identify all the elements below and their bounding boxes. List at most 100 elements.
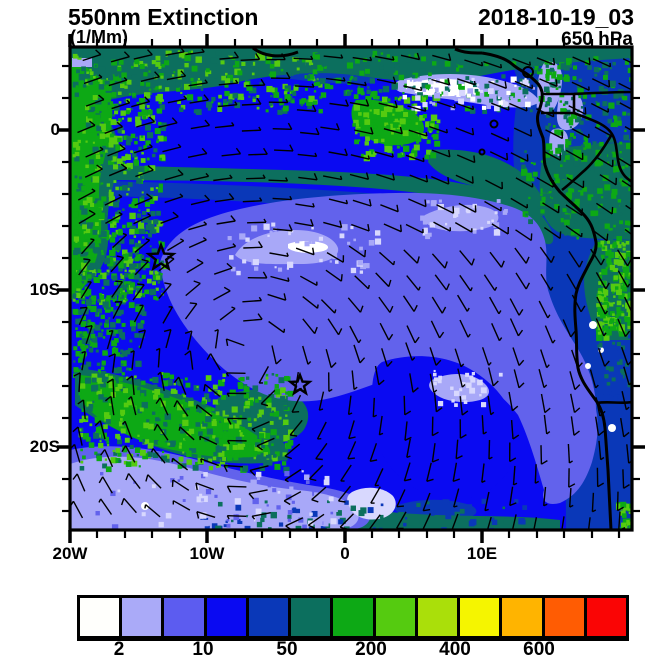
contour-speckle (216, 463, 221, 468)
contour-speckle (280, 396, 286, 402)
contour-speckle (149, 288, 157, 296)
contour-speckle (458, 98, 465, 105)
contour-speckle (106, 142, 111, 148)
contour-speckle (357, 85, 361, 89)
contour-speckle (81, 66, 86, 72)
contour-speckle (346, 62, 354, 69)
contour-speckle (519, 78, 524, 83)
contour-speckle (79, 419, 83, 423)
contour-speckle (133, 62, 139, 67)
contour-speckle (615, 251, 622, 258)
contour-speckle (459, 388, 463, 392)
contour-speckle (266, 53, 273, 60)
contour-speckle (284, 471, 290, 477)
contour-speckle (100, 366, 105, 370)
contour-speckle (107, 103, 113, 110)
contour-speckle (217, 390, 223, 396)
contour-speckle (134, 251, 139, 256)
contour-speckle (126, 367, 130, 371)
contour-speckle (158, 73, 164, 78)
contour-speckle (212, 384, 218, 390)
contour-speckle (108, 317, 111, 320)
contour-speckle (319, 95, 323, 99)
contour-speckle (627, 221, 632, 226)
contour-speckle (144, 263, 150, 269)
contour-speckle (202, 397, 206, 401)
contour-speckle (139, 449, 146, 456)
contour-speckle (138, 308, 145, 315)
contour-speckle (111, 347, 119, 355)
contour-speckle (532, 171, 538, 177)
contour-speckle (78, 257, 83, 262)
contour-speckle (156, 210, 161, 216)
contour-speckle (126, 162, 133, 170)
contour-speckle (344, 500, 349, 505)
contour-speckle (572, 213, 576, 217)
contour-speckle (273, 92, 280, 98)
contour-speckle (149, 245, 152, 248)
colorbar-cell (206, 598, 249, 636)
contour-speckle (402, 145, 410, 152)
contour-speckle (461, 382, 466, 386)
contour-speckle (418, 128, 422, 131)
contour-speckle (117, 66, 122, 72)
contour-speckle (200, 88, 204, 91)
contour-speckle (101, 286, 105, 290)
contour-speckle (528, 196, 531, 200)
contour-speckle (139, 135, 146, 141)
contour-speckle (100, 472, 104, 476)
contour-speckle (523, 95, 526, 98)
contour-speckle (526, 172, 532, 178)
contour-speckle (304, 241, 310, 247)
contour-speckle (140, 135, 144, 138)
contour-speckle (160, 260, 164, 265)
contour-speckle (88, 126, 95, 133)
periwinkle-patches (72, 58, 92, 67)
contour-speckle (233, 415, 238, 420)
contour-speckle (126, 79, 132, 85)
contour-speckle (456, 59, 463, 65)
contour-speckle (153, 439, 159, 445)
contour-speckle (254, 66, 259, 71)
contour-speckle (624, 129, 627, 133)
contour-speckle (81, 271, 86, 276)
contour-speckle (107, 147, 113, 153)
contour-speckle (159, 157, 162, 161)
contour-speckle (135, 379, 141, 385)
contour-speckle (613, 275, 618, 280)
contour-speckle (493, 222, 500, 228)
contour-speckle (265, 376, 269, 380)
contour-speckle (619, 150, 622, 154)
contour-speckle (476, 83, 480, 87)
contour-speckle (628, 525, 632, 530)
contour-speckle (422, 220, 428, 225)
contour-speckle (153, 196, 158, 201)
contour-speckle (480, 89, 484, 93)
contour-speckle (80, 321, 87, 327)
contour-speckle (613, 224, 616, 228)
contour-speckle (620, 369, 627, 375)
contour-speckle (266, 85, 273, 93)
contour-speckle (139, 97, 146, 105)
contour-speckle (122, 447, 128, 453)
contour-speckle (212, 456, 217, 461)
contour-speckle (433, 381, 437, 386)
contour-speckle (156, 140, 159, 144)
contour-speckle (459, 89, 466, 96)
contour-speckle (79, 205, 85, 210)
contour-speckle (484, 61, 489, 67)
contour-speckle (620, 332, 624, 336)
contour-speckle (150, 187, 154, 191)
contour-speckle (614, 268, 619, 273)
contour-speckle (251, 72, 255, 76)
contour-speckle (105, 466, 112, 473)
contour-speckle (146, 104, 150, 108)
contour-speckle (459, 67, 465, 73)
contour-speckle (350, 75, 354, 79)
contour-speckle (372, 54, 375, 58)
contour-speckle (143, 422, 149, 429)
colorbar-cell (544, 598, 587, 636)
contour-speckle (364, 263, 370, 269)
contour-speckle (252, 385, 259, 392)
contour-speckle (129, 339, 133, 343)
